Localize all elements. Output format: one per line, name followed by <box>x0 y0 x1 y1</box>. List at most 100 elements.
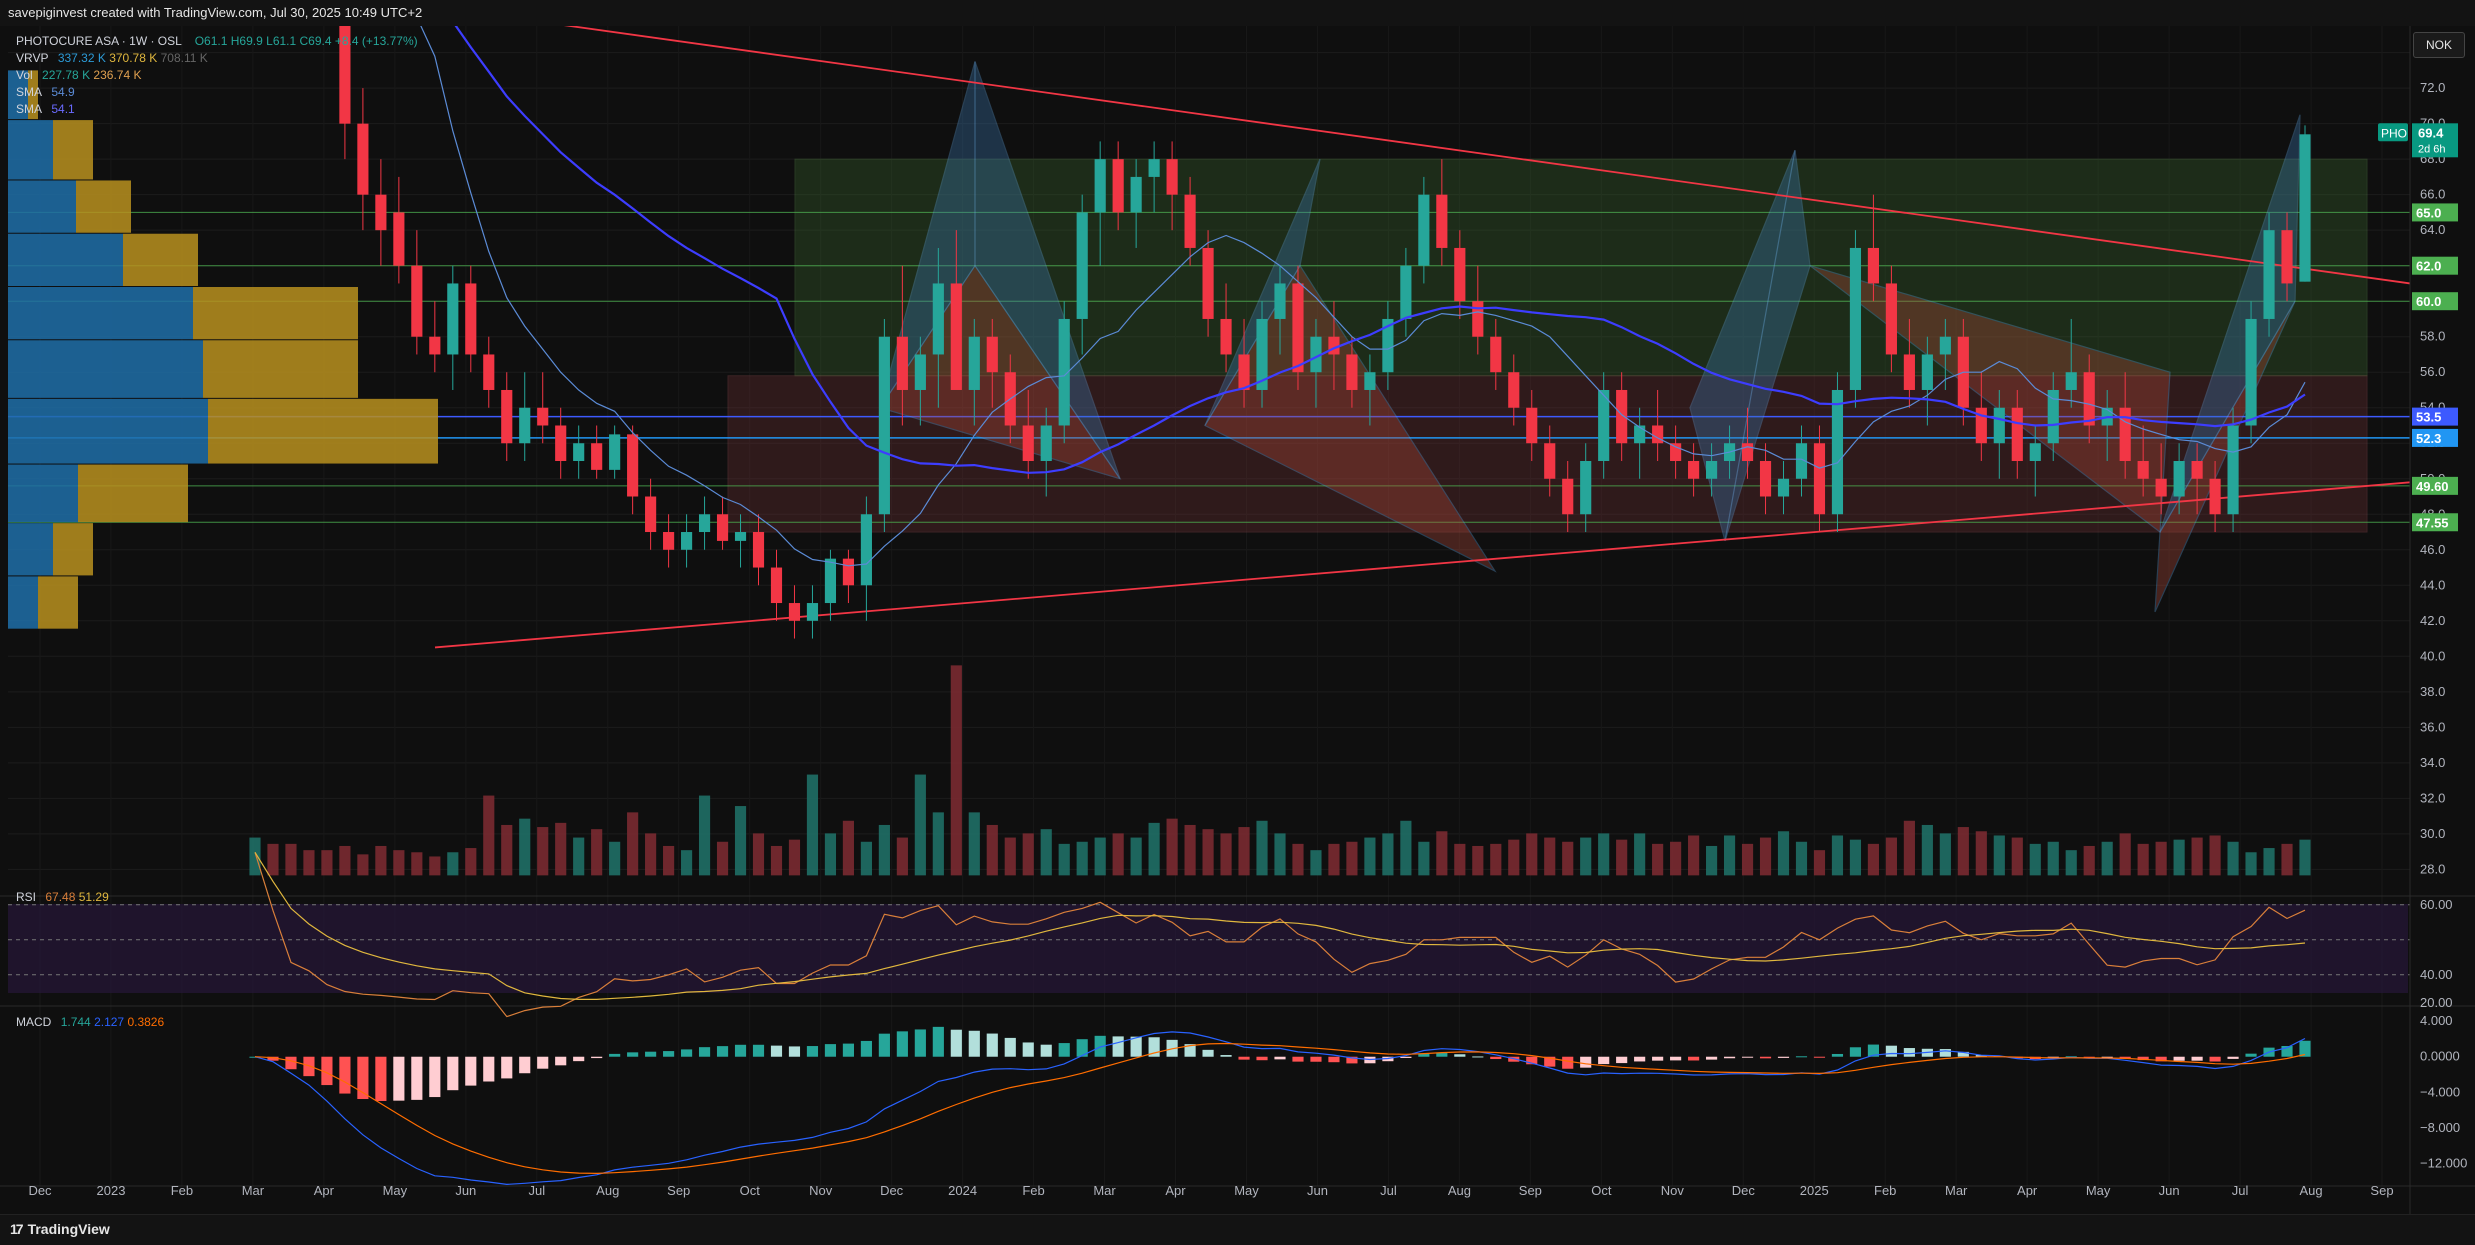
candle-body <box>411 265 423 337</box>
time-tick-label: Jun <box>2159 1183 2180 1198</box>
candle-body <box>1562 478 1574 515</box>
price-tag-value: 60.0 <box>2416 294 2441 309</box>
price-tag-value: 69.4 <box>2418 125 2444 140</box>
macd-histogram-bar <box>1220 1055 1232 1057</box>
price-tag-countdown: 2d 6h <box>2418 143 2446 155</box>
price-tag-value: 52.3 <box>2416 431 2441 446</box>
candle-body <box>645 496 657 533</box>
candle-body <box>1238 354 1250 390</box>
macd-tick-label: −12.000 <box>2420 1156 2467 1171</box>
rsi-line <box>254 852 2306 1018</box>
price-tag-value: 53.5 <box>2416 410 2441 425</box>
macd-histogram-bar <box>2155 1056 2167 1062</box>
candle-body <box>1831 389 1844 515</box>
volume-bar <box>1238 827 1250 876</box>
volume-bar <box>1670 841 1682 876</box>
candle-body <box>429 336 441 355</box>
price-tick-label: 34.0 <box>2420 755 2445 770</box>
candle-body <box>2299 134 2311 282</box>
candle-body <box>1418 194 1430 266</box>
attribution-bar: savepiginvest created with TradingView.c… <box>0 0 2475 26</box>
sma-slow-label: SMA <box>16 102 43 116</box>
candle-body <box>1022 425 1034 461</box>
volume-bar <box>1777 831 1790 876</box>
volume-bar <box>447 852 459 876</box>
legend-vrvp-row: VRVP 337.32 K 370.78 K 708.11 K <box>16 51 208 65</box>
volume-bar <box>806 774 819 876</box>
candle-body <box>2245 318 2257 426</box>
rsi-ma-line <box>254 851 2306 1000</box>
attribution-text: savepiginvest created with TradingView.c… <box>8 5 423 20</box>
price-tag-value: 65.0 <box>2416 205 2441 220</box>
pattern-leg <box>1809 265 2171 534</box>
price-tag-value: 49.60 <box>2416 479 2449 494</box>
macd-histogram-bar <box>555 1056 567 1066</box>
sma-slow-line <box>454 26 2306 474</box>
volume-bar <box>1076 841 1088 876</box>
sma-fast-line <box>420 26 2306 567</box>
time-tick-label: 2023 <box>97 1183 126 1198</box>
time-tick-label: Aug <box>1448 1183 1471 1198</box>
candle-body <box>1490 336 1502 373</box>
time-tick-label: Sep <box>2370 1183 2393 1198</box>
vrvp-value-2: 370.78 K <box>109 51 158 65</box>
time-axis[interactable]: Dec 2023 Feb Mar Apr May Jun Jul Aug Sep Oct Nov Dec… <box>28 1183 2393 1198</box>
macd-histogram-bar <box>1831 1053 1844 1057</box>
macd-histogram-bar <box>914 1029 926 1057</box>
macd-histogram-bar <box>2245 1053 2257 1057</box>
price-axis[interactable]: 74.072.070.068.066.064.062.060.058.056.0… <box>2378 26 2467 1214</box>
macd-histogram-bar <box>375 1056 387 1102</box>
candle-body <box>1310 336 1322 373</box>
rsi-tick-label: 60.00 <box>2420 897 2453 912</box>
macd-histogram-bar <box>1867 1044 1879 1057</box>
volume-bar <box>2227 841 2239 876</box>
candle-body <box>537 407 549 426</box>
macd-histogram-bar <box>896 1031 908 1057</box>
volume-bar <box>483 795 495 876</box>
price-zones <box>8 158 2410 533</box>
candle-body <box>609 434 621 470</box>
candle-body <box>1777 478 1790 497</box>
legend-vol-row: Vol 227.78 K 236.74 K <box>16 68 141 82</box>
price-tag-bg <box>2412 407 2458 426</box>
price-chart[interactable]: 74.072.070.068.066.064.062.060.058.056.0… <box>0 26 2475 1214</box>
volume-bar <box>267 843 279 876</box>
rsi-label: RSI <box>16 890 37 904</box>
macd-histogram-bar <box>968 1030 980 1057</box>
volume-bar <box>914 774 926 876</box>
candle-body <box>501 389 513 444</box>
macd-histogram-bar <box>1256 1056 1268 1061</box>
macd-histogram-bar <box>1058 1043 1070 1057</box>
time-tick-label: Nov <box>1661 1183 1685 1198</box>
candle-body <box>1472 301 1484 337</box>
volume-bar <box>842 820 854 876</box>
volume-bar <box>1310 850 1322 876</box>
macd-label: MACD <box>16 1015 52 1029</box>
ohlc-close: C69.4 <box>299 34 332 48</box>
candle-body <box>339 26 351 124</box>
macd-histogram-bar <box>1148 1037 1160 1057</box>
candle-body <box>2173 461 2185 497</box>
candle-body <box>1580 461 1592 515</box>
macd-histogram-bar <box>770 1045 783 1057</box>
volume-bar <box>1688 835 1700 876</box>
time-tick-label: Aug <box>596 1183 619 1198</box>
macd-histogram-bar <box>1795 1056 1808 1058</box>
candlesticks[interactable] <box>249 26 2311 639</box>
macd-histogram-bar <box>465 1056 477 1086</box>
sma-fast-value: 54.9 <box>51 85 75 99</box>
ohlc-high: H69.9 <box>230 34 263 48</box>
macd-histogram-bar <box>2101 1056 2113 1058</box>
volume-bar <box>1400 820 1412 876</box>
candle-body <box>1364 372 1376 390</box>
macd-histogram-bar <box>645 1051 657 1057</box>
tradingview-logo[interactable]: 17 TradingView <box>10 1221 110 1237</box>
time-tick-label: Oct <box>740 1183 761 1198</box>
currency-button[interactable]: NOK <box>2413 32 2465 58</box>
candle-body <box>573 443 585 461</box>
footer-bar: 17 TradingView <box>0 1214 2475 1245</box>
volume-bar <box>681 850 693 876</box>
candle-body <box>1598 389 1610 461</box>
pattern-leg <box>1204 158 1321 426</box>
macd-histogram-bar <box>698 1047 711 1057</box>
